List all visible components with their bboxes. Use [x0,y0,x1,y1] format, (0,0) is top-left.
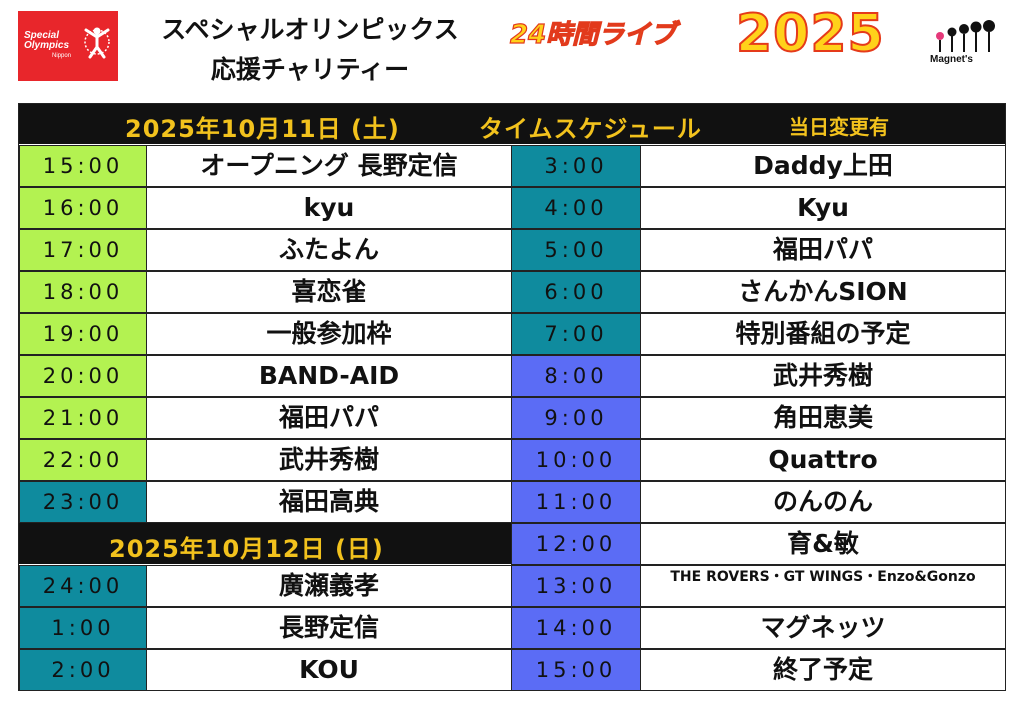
right-performer-cell: Daddy上田 [640,145,1006,187]
right-performer-cell: 角田恵美 [640,397,1006,439]
left-performer-cell: オープニング 長野定信 [146,145,512,187]
right-performer-cell: 武井秀樹 [640,355,1006,397]
left-performer-cell: 廣瀬義孝 [146,565,512,607]
left-performer-cell: 武井秀樹 [146,439,512,481]
right-time-cell: 9:00 [511,397,641,439]
right-performer-cell: Quattro [640,439,1006,481]
left-time-cell: 2:00 [19,649,147,691]
right-time-cell: 3:00 [511,145,641,187]
left-performer-cell: BAND-AID [146,355,512,397]
page-title-line2: 応援チャリティー [210,55,410,84]
right-time-cell: 4:00 [511,187,641,229]
left-time-cell: 15:00 [19,145,147,187]
right-time-cell: 7:00 [511,313,641,355]
magnets-logo-text: Magnet's [930,54,973,65]
left-performer-cell: ふたよん [146,229,512,271]
right-performer-cell: マグネッツ [640,607,1006,649]
logo-text-special: Special [24,30,60,41]
day2-date: 2025年10月12日 (日) [109,535,384,563]
day1-date: 2025年10月11日 (土) [125,115,400,143]
left-time-cell: 21:00 [19,397,147,439]
live-label: 24時間ライブ [509,19,677,50]
right-time-cell: 12:00 [511,523,641,565]
schedule-heading: タイムスケジュール [479,115,702,143]
page-title-line1: スペシャルオリンピックス [161,15,459,44]
microphones-icon [936,20,995,52]
right-performer-cell: 福田パパ [640,229,1006,271]
right-performer-cell: さんかんSION [640,271,1006,313]
right-time-cell: 5:00 [511,229,641,271]
day1-header-bar: 2025年10月11日 (土) タイムスケジュール 当日変更有 [19,104,1005,144]
left-performer-cell: 喜恋雀 [146,271,512,313]
left-performer-cell: 一般参加枠 [146,313,512,355]
logo-text-nippon: Nippon [52,53,72,59]
right-time-cell: 11:00 [511,481,641,523]
left-time-cell: 16:00 [19,187,147,229]
left-time-cell: 19:00 [19,313,147,355]
change-note: 当日変更有 [789,115,889,139]
right-time-cell: 6:00 [511,271,641,313]
left-performer-cell: 長野定信 [146,607,512,649]
left-time-cell: 22:00 [19,439,147,481]
logo-text-olympics: Olympics [24,40,70,51]
magnets-logo: Magnet's [930,20,1000,80]
right-performer-cell: THE ROVERS・GT WINGS・Enzo&Gonzo [640,565,1006,607]
right-time-cell: 10:00 [511,439,641,481]
left-time-cell: 23:00 [19,481,147,523]
left-performer-cell: KOU [146,649,512,691]
left-performer-cell: 福田パパ [146,397,512,439]
right-time-cell: 15:00 [511,649,641,691]
left-performer-cell: 福田高典 [146,481,512,523]
left-time-cell: 20:00 [19,355,147,397]
right-performer-cell: 終了予定 [640,649,1006,691]
event-year: 2025 [735,3,885,65]
right-performer-cell: 特別番組の予定 [640,313,1006,355]
left-time-cell: 24:00 [19,565,147,607]
day2-header-bar: 2025年10月12日 (日) [19,523,511,564]
left-time-cell: 17:00 [19,229,147,271]
right-performer-cell: のんのん [640,481,1006,523]
right-performer-cell: 育&敏 [640,523,1006,565]
left-time-cell: 18:00 [19,271,147,313]
left-time-cell: 1:00 [19,607,147,649]
right-time-cell: 13:00 [511,565,641,607]
special-olympics-logo: Special Olympics Nippon [18,11,118,81]
right-time-cell: 14:00 [511,607,641,649]
special-olympics-emblem-icon [84,27,110,59]
right-time-cell: 8:00 [511,355,641,397]
right-performer-cell: Kyu [640,187,1006,229]
left-performer-cell: kyu [146,187,512,229]
